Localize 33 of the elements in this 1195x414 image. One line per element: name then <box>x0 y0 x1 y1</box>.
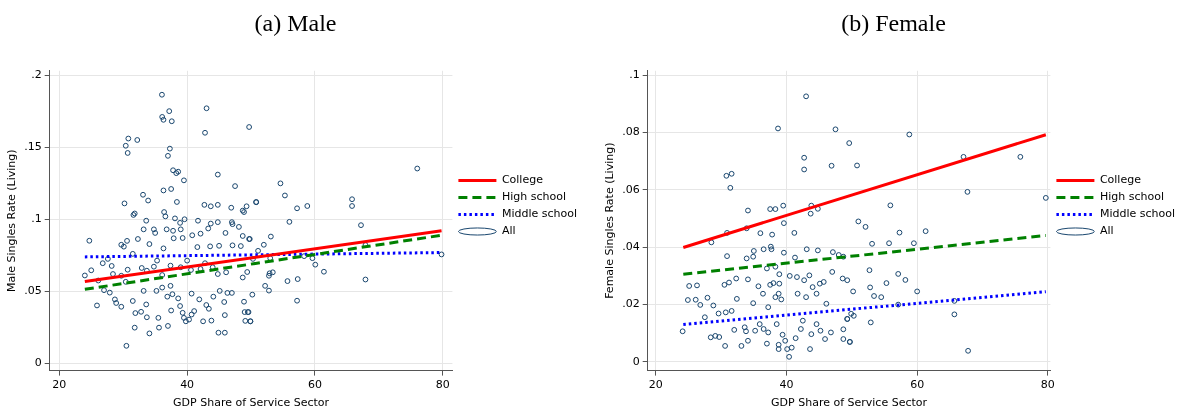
y-axis-title: Female Singles Rate (Living) <box>603 142 617 299</box>
chart-title: (a) Male <box>254 9 337 36</box>
legend-label: College <box>501 173 544 187</box>
y-tick-label: .1 <box>629 67 640 81</box>
y-tick-label: .2 <box>31 67 42 81</box>
x-tick-label: 40 <box>779 378 794 392</box>
y-tick-label: .15 <box>24 140 42 154</box>
x-tick-label: 60 <box>307 378 322 392</box>
y-tick-label: .1 <box>31 212 42 226</box>
y-tick-label: .04 <box>622 240 640 254</box>
legend-label: All <box>501 224 516 238</box>
x-tick-label: 20 <box>648 378 663 392</box>
legend-label: High school <box>1099 190 1164 204</box>
y-tick-label: .02 <box>622 297 640 311</box>
legend-label: College <box>1099 173 1142 187</box>
y-tick-label: 0 <box>34 356 42 370</box>
y-tick-label: .06 <box>622 182 640 196</box>
y-tick-label: .08 <box>622 125 640 139</box>
chart-title: (b) Female <box>841 9 946 36</box>
x-axis-title: GDP Share of Service Sector <box>173 396 330 410</box>
legend-label: Middle school <box>501 207 578 221</box>
legend-label: Middle school <box>1099 207 1176 221</box>
legend-label: All <box>1099 224 1114 238</box>
y-tick-label: .05 <box>24 284 42 298</box>
x-axis-title: GDP Share of Service Sector <box>771 396 928 410</box>
y-tick-label: 0 <box>632 354 640 368</box>
x-tick-label: 20 <box>52 378 67 392</box>
x-tick-label: 60 <box>910 378 925 392</box>
x-tick-label: 40 <box>180 378 195 392</box>
legend-label: High school <box>501 190 566 204</box>
x-tick-label: 80 <box>435 378 450 392</box>
y-axis-title: Male Singles Rate (Living) <box>5 149 19 292</box>
x-tick-label: 80 <box>1040 378 1055 392</box>
